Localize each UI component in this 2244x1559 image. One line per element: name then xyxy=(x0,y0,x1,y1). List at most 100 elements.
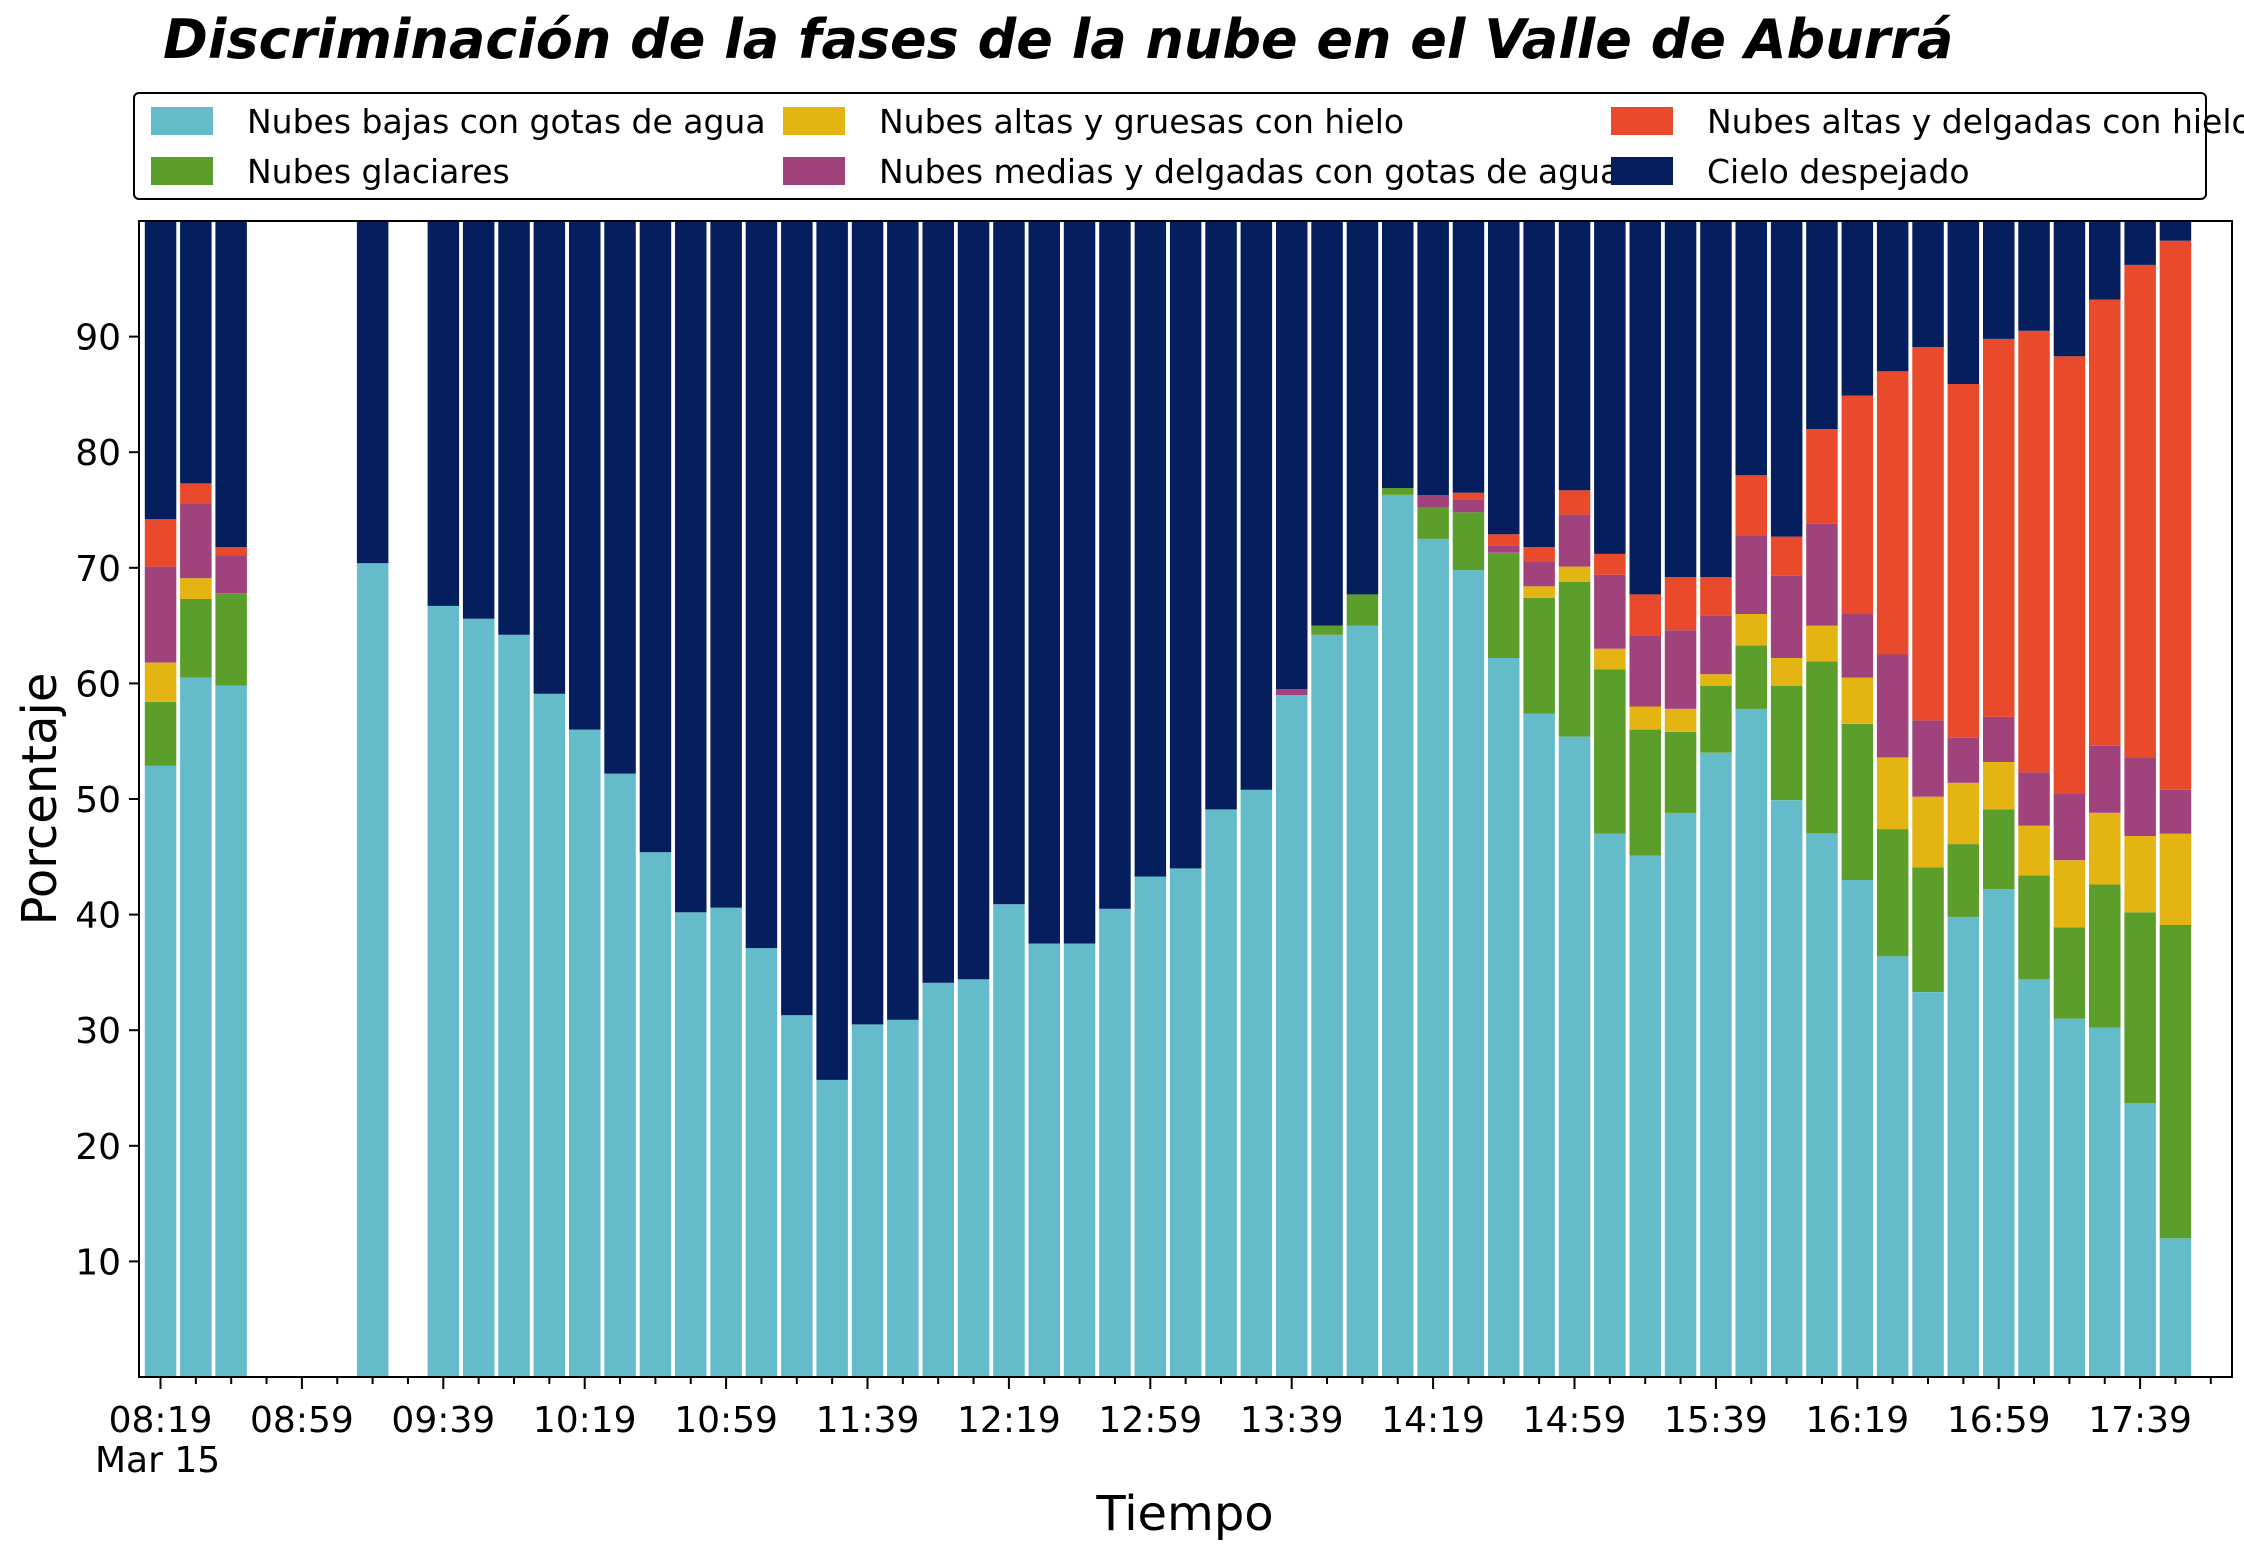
bar-segment xyxy=(957,221,990,980)
bar-segment xyxy=(922,982,954,1377)
bar-segment xyxy=(1629,855,1661,1377)
bar-segment xyxy=(2159,240,2192,790)
bar-segment xyxy=(1947,782,1980,845)
bar-segment xyxy=(1382,221,1414,488)
bar-segment xyxy=(1841,677,1874,724)
bar-segment xyxy=(215,547,247,556)
bar-segment xyxy=(1523,547,1555,562)
x-axis: 08:19 08:59 09:39 10:19 10:59 11:39 12:19 12:59… xyxy=(109,1377,2212,1441)
bar-segment xyxy=(1983,716,2015,762)
bar-segment xyxy=(2159,925,2192,1239)
y-tick-label: 30 xyxy=(75,1011,121,1052)
bar-segment xyxy=(1099,221,1131,909)
bar-segment xyxy=(1417,538,1449,1377)
bars-layer xyxy=(144,221,2192,1377)
bar-segment xyxy=(1629,706,1661,730)
bar-segment xyxy=(1346,221,1379,595)
bar-segment xyxy=(144,662,177,702)
bar-segment xyxy=(1594,574,1626,649)
bar-segment xyxy=(144,221,177,520)
bar-segment xyxy=(569,221,601,730)
bar-segment xyxy=(2124,221,2156,265)
bar-segment xyxy=(1452,499,1485,513)
bar-segment xyxy=(180,221,212,484)
bar-segment xyxy=(1700,221,1732,577)
bar-segment xyxy=(2053,860,2086,928)
bar-segment xyxy=(462,221,495,619)
bar-segment xyxy=(1700,752,1732,1377)
bar-segment xyxy=(639,221,672,853)
bar-segment xyxy=(1276,221,1308,690)
bar-segment xyxy=(2018,772,2050,826)
bar-segment xyxy=(993,904,1025,1377)
x-tick-label: 17:39 xyxy=(2088,1400,2192,1441)
bar-segment xyxy=(1912,221,1944,347)
bar-segment xyxy=(1735,221,1767,476)
bar-segment xyxy=(144,701,177,766)
bar-segment xyxy=(1983,889,2015,1377)
chart-title: Discriminación de la fases de la nube en… xyxy=(163,8,1954,71)
bar-segment xyxy=(1099,908,1131,1377)
bar-segment xyxy=(180,483,212,504)
bar-segment xyxy=(2018,221,2050,331)
bar-segment xyxy=(2018,979,2050,1377)
bar-segment xyxy=(462,618,495,1377)
bar-segment xyxy=(2159,1238,2192,1377)
y-tick-label: 90 xyxy=(75,318,121,359)
bar-segment xyxy=(533,221,566,694)
bar-segment xyxy=(1594,648,1626,670)
bar-segment xyxy=(1664,577,1697,631)
legend-swatch xyxy=(783,157,845,185)
legend-label: Nubes bajas con gotas de agua xyxy=(247,101,766,141)
bar-segment xyxy=(2159,221,2192,241)
bar-segment xyxy=(427,221,460,606)
legend-swatch xyxy=(151,157,213,185)
x-tick-label: 14:19 xyxy=(1381,1400,1485,1441)
x-tick-label: 09:39 xyxy=(391,1400,495,1441)
bar-segment xyxy=(2018,825,2050,876)
bar-segment xyxy=(957,979,990,1377)
bar-segment xyxy=(1806,833,1838,1377)
legend-item: Nubes medias y delgadas con gotas de agu… xyxy=(783,150,1620,192)
bar-segment xyxy=(1488,221,1520,535)
bar-segment xyxy=(1558,736,1591,1377)
legend: Nubes bajas con gotas de agua Nubes glac… xyxy=(133,92,2244,200)
x-tick-label: 14:59 xyxy=(1523,1400,1627,1441)
bar-segment xyxy=(533,693,566,1377)
bar-segment xyxy=(1947,916,1980,1377)
bar-segment xyxy=(144,765,177,1377)
bar-segment xyxy=(1983,762,2015,810)
bar-segment xyxy=(215,221,247,547)
bar-segment xyxy=(1770,658,1803,686)
legend-label: Nubes medias y delgadas con gotas de agu… xyxy=(879,151,1621,191)
x-tick-label: 11:39 xyxy=(816,1400,920,1441)
bar-segment xyxy=(1063,221,1096,944)
y-tick-label: 70 xyxy=(75,549,121,590)
bar-segment xyxy=(1629,594,1661,636)
bar-segment xyxy=(1806,625,1838,662)
bar-segment xyxy=(781,221,813,1016)
bar-segment xyxy=(1629,636,1661,707)
bar-segment xyxy=(1876,371,1909,655)
bar-segment xyxy=(144,566,177,663)
bar-segment xyxy=(1276,689,1308,695)
bar-segment xyxy=(1558,490,1591,515)
legend-item: Nubes altas y gruesas con hielo xyxy=(783,100,1404,142)
bar-segment xyxy=(1276,695,1308,1377)
bar-segment xyxy=(1806,221,1838,430)
bar-segment xyxy=(1169,868,1202,1377)
bar-segment xyxy=(180,578,212,599)
bar-segment xyxy=(1664,732,1697,813)
bar-segment xyxy=(2018,875,2050,980)
bar-segment xyxy=(2089,299,2121,746)
bar-segment xyxy=(816,221,848,1080)
bar-segment xyxy=(1558,221,1591,491)
x-tick-label: 15:39 xyxy=(1664,1400,1768,1441)
x-tick-label: 13:39 xyxy=(1240,1400,1344,1441)
legend-swatch xyxy=(151,107,213,135)
bar-segment xyxy=(1629,729,1661,856)
bar-segment xyxy=(1947,221,1980,384)
bar-segment xyxy=(2053,221,2086,357)
bar-segment xyxy=(675,221,707,913)
bar-segment xyxy=(1841,614,1874,678)
